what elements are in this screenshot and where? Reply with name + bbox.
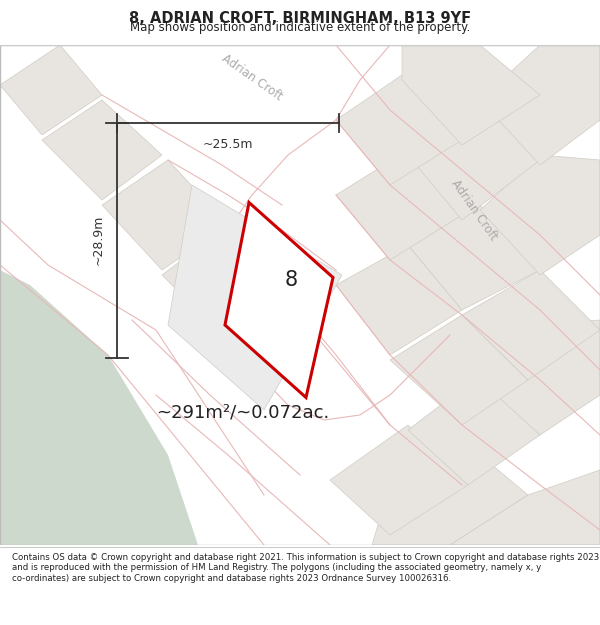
Polygon shape [336, 75, 462, 185]
Polygon shape [372, 445, 528, 545]
Text: ~291m²/~0.072ac.: ~291m²/~0.072ac. [156, 404, 329, 421]
Polygon shape [408, 375, 540, 485]
Polygon shape [336, 150, 462, 260]
Polygon shape [390, 315, 528, 425]
Polygon shape [480, 45, 600, 165]
Polygon shape [42, 100, 162, 200]
Polygon shape [102, 160, 228, 270]
Polygon shape [408, 205, 540, 310]
Polygon shape [480, 320, 600, 435]
Polygon shape [162, 230, 282, 335]
Text: 8: 8 [284, 270, 298, 290]
Polygon shape [462, 270, 600, 380]
Polygon shape [450, 470, 600, 545]
Polygon shape [402, 45, 540, 145]
Text: 8, ADRIAN CROFT, BIRMINGHAM, B13 9YF: 8, ADRIAN CROFT, BIRMINGHAM, B13 9YF [129, 11, 471, 26]
Polygon shape [330, 425, 468, 535]
Text: Adrian Croft: Adrian Croft [448, 177, 500, 242]
Text: ~25.5m: ~25.5m [203, 138, 253, 151]
Polygon shape [480, 155, 600, 275]
Polygon shape [168, 185, 342, 410]
Text: ~28.9m: ~28.9m [92, 215, 105, 265]
Polygon shape [408, 95, 540, 220]
Text: Adrian Croft: Adrian Croft [219, 52, 285, 103]
Polygon shape [0, 45, 102, 135]
Text: Contains OS data © Crown copyright and database right 2021. This information is : Contains OS data © Crown copyright and d… [12, 553, 599, 582]
Text: Map shows position and indicative extent of the property.: Map shows position and indicative extent… [130, 21, 470, 34]
Polygon shape [225, 202, 333, 398]
Polygon shape [336, 245, 462, 355]
Polygon shape [0, 45, 198, 545]
